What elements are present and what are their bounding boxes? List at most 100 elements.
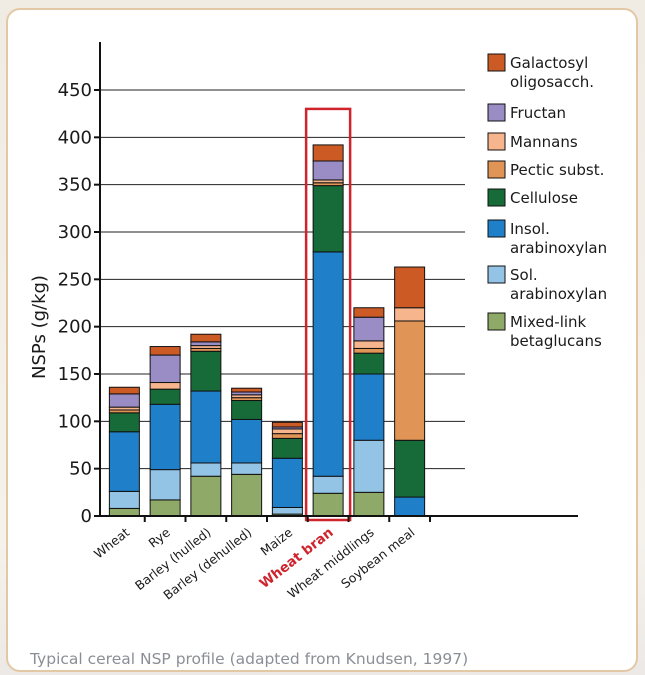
- bar-segment: [312, 144, 344, 162]
- legend-swatch: [487, 265, 506, 284]
- bar-segment: [353, 347, 385, 354]
- legend-swatch: [487, 132, 506, 151]
- bar-segment: [190, 475, 222, 517]
- bar-segment: [149, 388, 181, 405]
- legend-swatch: [487, 188, 506, 207]
- bar-segment: [190, 462, 222, 477]
- bar-segment: [394, 307, 426, 322]
- bar-segment: [271, 421, 303, 428]
- bar-segment: [271, 457, 303, 508]
- legend-label: oligosacch.: [510, 73, 594, 91]
- bar-segment: [231, 400, 263, 420]
- bar-segment: [271, 506, 303, 515]
- legend-label: Galactosyl: [510, 54, 588, 72]
- bar-segment: [149, 499, 181, 517]
- bar-segment: [353, 340, 385, 349]
- legend-item: Fructan: [487, 103, 566, 122]
- legend-label: arabinoxylan: [510, 239, 607, 257]
- bar-segment: [108, 431, 140, 492]
- bar-segment: [149, 469, 181, 501]
- bar-segment: [108, 507, 140, 517]
- bar-segment: [394, 496, 426, 517]
- bar-segment: [312, 185, 344, 253]
- bar-segment: [312, 475, 344, 494]
- bar-segment: [108, 393, 140, 408]
- bar-segment: [231, 418, 263, 464]
- bar-segment: [312, 160, 344, 181]
- bar-segment: [108, 490, 140, 509]
- bar-segment: [271, 433, 303, 439]
- legend-label: Cellulose: [510, 189, 578, 207]
- bar-segment: [149, 354, 181, 384]
- legend-label: Mannans: [510, 133, 578, 151]
- bar-segment: [394, 439, 426, 498]
- y-tick-label: 350: [58, 175, 92, 196]
- bar-segment: [394, 266, 426, 309]
- bar-segment: [353, 373, 385, 441]
- bar-segment: [271, 428, 303, 435]
- legend-label: Pectic subst.: [510, 161, 604, 179]
- bar-segment: [108, 412, 140, 433]
- bar-segment: [394, 320, 426, 441]
- legend-item: Cellulose: [487, 188, 578, 207]
- bar-segment: [312, 492, 344, 517]
- legend-swatch: [487, 53, 506, 72]
- highlight-rect: [304, 107, 352, 522]
- y-axis-label: NSPs (g/kg): [29, 275, 50, 379]
- bar-segment: [312, 251, 344, 477]
- legend-item: Sol.arabinoxylan: [487, 265, 607, 303]
- legend-label: Insol.: [510, 220, 550, 238]
- y-tick-labels: 0 50 100 150 200 250 300 350 400 450: [58, 80, 92, 527]
- y-tick-label: 200: [58, 317, 92, 338]
- y-tick-label: 50: [69, 459, 92, 480]
- highlight-box: [304, 107, 352, 522]
- bar-segment: [353, 316, 385, 342]
- legend-label: betaglucans: [510, 332, 602, 350]
- x-tick-label: Wheat: [91, 524, 132, 561]
- y-tick-label: 450: [58, 80, 92, 101]
- y-tick-label: 250: [58, 269, 92, 290]
- x-tick-label: Rye: [146, 524, 174, 550]
- legend-label: arabinoxylan: [510, 285, 607, 303]
- figure-caption: Typical cereal NSP profile (adapted from…: [30, 650, 469, 668]
- bar-segment: [190, 350, 222, 392]
- bar-segment: [353, 491, 385, 517]
- bar-segment: [231, 462, 263, 475]
- bar-segment: [353, 352, 385, 375]
- legend-label: Fructan: [510, 104, 566, 122]
- bar-segment: [149, 346, 181, 356]
- bar-segment: [190, 341, 222, 347]
- legend-item: Insol.arabinoxylan: [487, 219, 607, 257]
- legend-item: Mannans: [487, 132, 578, 151]
- y-tick-label: 0: [81, 506, 92, 527]
- bar-segment: [231, 473, 263, 517]
- bar-segment: [271, 437, 303, 459]
- legend-swatch: [487, 160, 506, 179]
- legend-swatch: [487, 312, 506, 331]
- bar-segment: [149, 382, 181, 390]
- bars: [108, 144, 426, 517]
- x-tick-label: Soybean meal: [338, 525, 418, 592]
- bar-segment: [190, 390, 222, 464]
- legend-item: Pectic subst.: [487, 160, 604, 179]
- bar-segment: [231, 387, 263, 393]
- bar-segment: [108, 386, 140, 395]
- bar-segment: [353, 307, 385, 318]
- y-tick-label: 150: [58, 364, 92, 385]
- legend-label: Mixed-link: [510, 313, 587, 331]
- legend-swatch: [487, 219, 506, 238]
- legend-swatch: [487, 103, 506, 122]
- bar-segment: [190, 333, 222, 343]
- y-tick-label: 300: [58, 222, 92, 243]
- axes: [94, 42, 578, 522]
- y-tick-label: 400: [58, 127, 92, 148]
- legend-label: Sol.: [510, 266, 538, 284]
- bar-segment: [149, 403, 181, 471]
- y-tick-label: 100: [58, 411, 92, 432]
- bar-segment: [353, 439, 385, 493]
